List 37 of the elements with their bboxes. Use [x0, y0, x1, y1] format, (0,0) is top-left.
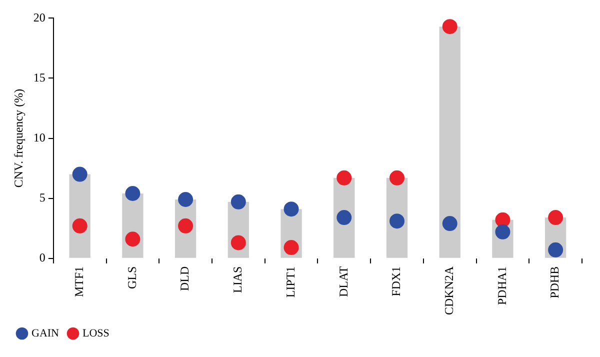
x-tick-label: DLAT	[336, 266, 350, 298]
bar	[439, 26, 460, 258]
point	[125, 186, 140, 201]
x-tick-label: PDHA1	[494, 266, 509, 306]
point	[72, 166, 88, 182]
point	[548, 210, 564, 226]
point	[389, 214, 404, 229]
y-tick-label: 10	[33, 130, 46, 144]
point	[284, 240, 299, 256]
point	[230, 235, 246, 250]
legend-label: GAIN	[32, 327, 60, 340]
x-tick-label: FDX1	[389, 266, 404, 296]
point	[389, 170, 404, 186]
point	[125, 232, 140, 247]
x-tick-label: LIPT1	[283, 266, 298, 298]
y-tick-label: 20	[33, 10, 46, 24]
point	[495, 212, 510, 228]
point	[442, 216, 458, 232]
x-tick-label: GLS	[124, 266, 139, 290]
y-tick-label: 5	[39, 190, 46, 204]
x-tick-label: MTF1	[72, 266, 86, 298]
y-tick-label: 0	[39, 250, 46, 264]
point	[178, 192, 194, 207]
x-tick-label: DLD	[178, 266, 192, 292]
legend-label: LOSS	[82, 327, 110, 340]
point	[442, 19, 458, 34]
y-axis-title: CNV. frequency (%)	[11, 88, 26, 188]
point	[336, 170, 352, 186]
point	[336, 210, 352, 226]
point	[548, 242, 564, 258]
x-tick-label: CDKN2A	[442, 266, 456, 316]
x-tick-label: LIAS	[230, 266, 245, 294]
y-tick-label: 15	[33, 70, 46, 84]
point	[284, 202, 299, 217]
x-tick-label: PDHB	[548, 266, 562, 298]
point	[230, 194, 246, 210]
point	[72, 218, 88, 234]
